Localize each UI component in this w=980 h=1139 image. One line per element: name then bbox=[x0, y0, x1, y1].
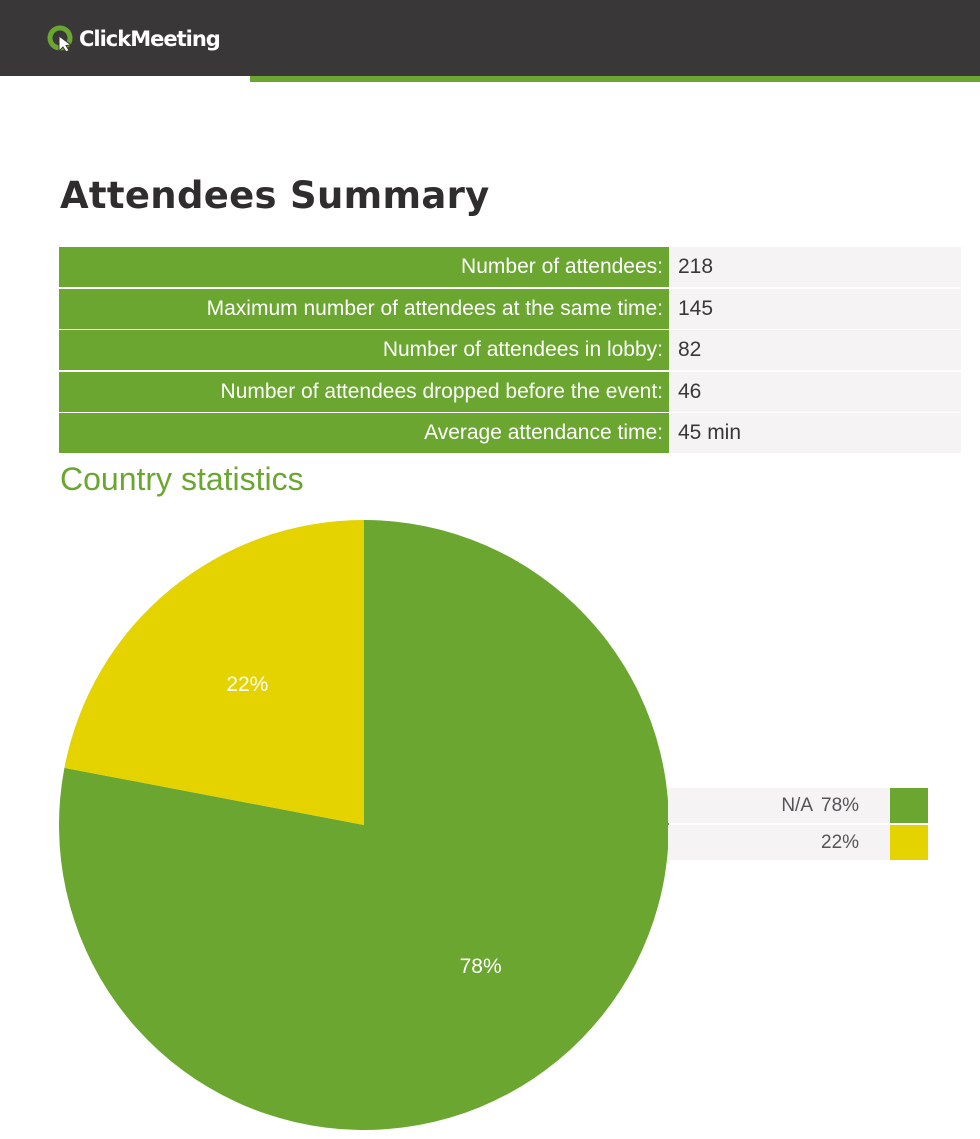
summary-row-label: Maximum number of attendees at the same … bbox=[59, 288, 669, 329]
page-title: Attendees Summary bbox=[60, 174, 490, 217]
summary-row-value: 46 bbox=[669, 371, 961, 412]
legend-item-percent: 78% bbox=[821, 795, 860, 816]
pie-slice bbox=[64, 520, 364, 825]
pie-slice-label: 22% bbox=[226, 673, 268, 696]
summary-row-label: Number of attendees dropped before the e… bbox=[59, 371, 669, 412]
summary-row-value: 45 min bbox=[669, 413, 961, 453]
legend-item-background bbox=[668, 788, 890, 823]
legend-swatch bbox=[890, 825, 928, 860]
legend-swatch bbox=[890, 788, 928, 823]
legend-item-background bbox=[668, 825, 890, 860]
country-statistics-title: Country statistics bbox=[60, 461, 304, 497]
pie-slice-label: 78% bbox=[460, 955, 502, 978]
summary-row-label: Number of attendees: bbox=[59, 247, 669, 287]
legend-item-percent: 22% bbox=[821, 832, 860, 853]
pie-legend: N/A 78% 22% bbox=[668, 788, 928, 862]
header-bar: ClickMeeting bbox=[0, 0, 980, 76]
legend-item-name: N/A bbox=[781, 795, 813, 816]
summary-row: Number of attendees in lobby: 82 bbox=[59, 330, 961, 370]
summary-row: Number of attendees: 218 bbox=[59, 247, 961, 287]
summary-row-label: Average attendance time: bbox=[59, 413, 669, 453]
attendees-summary-table: Number of attendees: 218 Maximum number … bbox=[59, 247, 961, 455]
legend-item: N/A 78% bbox=[668, 788, 928, 823]
header-accent-line bbox=[250, 76, 980, 82]
logo-wordmark: ClickMeeting bbox=[79, 27, 221, 51]
legend-item: 22% bbox=[668, 825, 928, 860]
summary-row: Maximum number of attendees at the same … bbox=[59, 288, 961, 329]
summary-row-value: 82 bbox=[669, 330, 961, 370]
summary-row: Average attendance time: 45 min bbox=[59, 413, 961, 453]
summary-row-label: Number of attendees in lobby: bbox=[59, 330, 669, 370]
clickmeeting-logo-icon bbox=[47, 25, 75, 53]
summary-row-value: 145 bbox=[669, 288, 961, 329]
clickmeeting-logo[interactable]: ClickMeeting bbox=[47, 24, 221, 54]
summary-row-value: 218 bbox=[669, 247, 961, 287]
summary-row: Number of attendees dropped before the e… bbox=[59, 371, 961, 412]
